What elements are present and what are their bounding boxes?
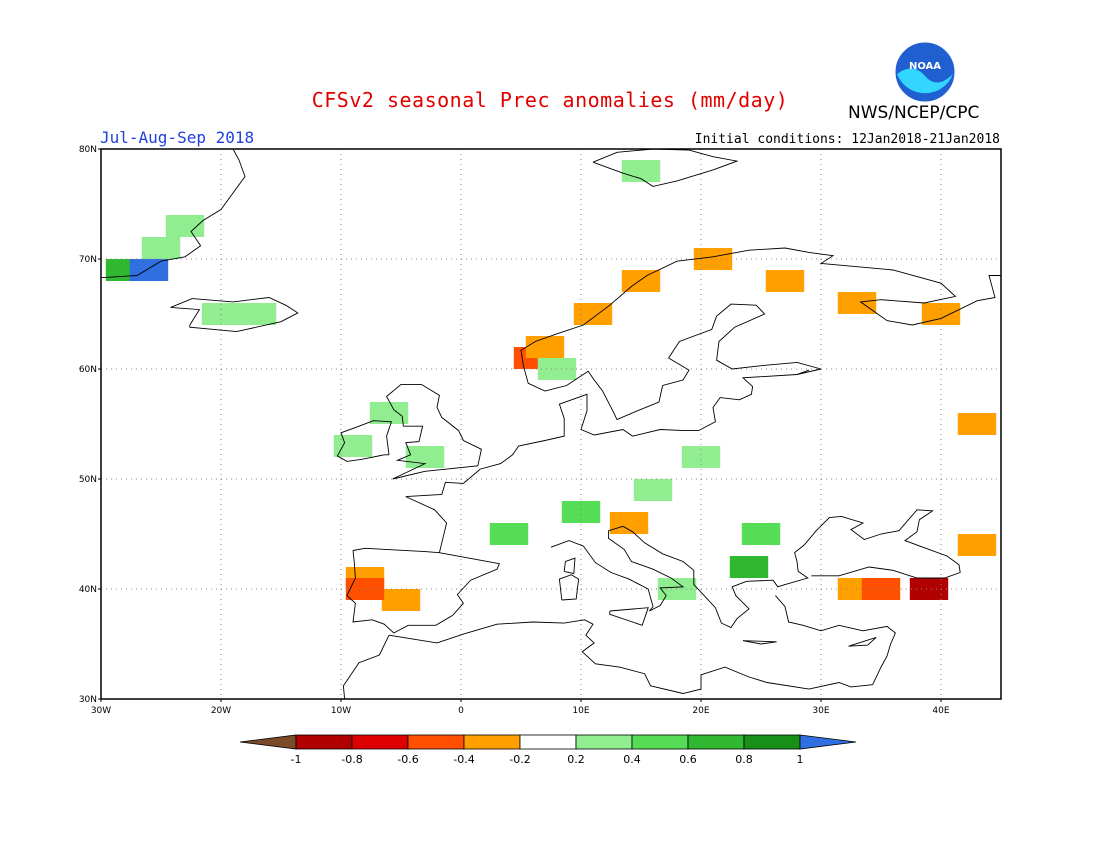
anomaly-cell [573,303,613,325]
colorbar-low-arrow [239,734,297,750]
anomaly-cell [837,292,877,314]
colorbar-swatch [687,734,745,750]
coastline [100,148,246,279]
anomaly-cell [621,160,661,182]
lon-tick-label: 40E [932,706,949,716]
coastline [170,297,299,333]
coastline [775,595,896,685]
coastline [622,509,961,629]
anomaly-cell [693,248,733,270]
coastline [609,607,649,626]
anomaly-cell [129,259,169,281]
lat-tick-label: 80N [79,145,97,155]
colorbar-label: 0.8 [735,753,753,766]
anomaly-cell [741,523,781,545]
lon-tick-label: 30E [812,706,829,716]
anomaly-cells [105,160,997,611]
coastline [848,636,877,647]
map-title: CFSv2 seasonal Prec anomalies (mm/day) [311,88,789,112]
anomaly-cell [369,402,409,424]
colorbar-swatch [631,734,689,750]
colorbar-swatch [463,734,521,750]
anomaly-cell [165,215,205,237]
colorbar-swatch [295,734,353,750]
anomaly-cell [525,336,565,358]
coastline [336,420,393,462]
anomaly-cell [237,303,277,325]
lon-tick-label: 10W [331,706,351,716]
noaa-logo-text: NOAA [909,61,941,72]
anomaly-cell [681,446,721,468]
colorbar-swatch [351,734,409,750]
coastline [796,369,810,375]
noaa-logo: NOAA [894,41,956,103]
colorbar: -1 -0.8 -0.6 -0.4 -0.2 0.2 0.4 0.6 0.8 1 [239,734,857,766]
colorbar-swatch [575,734,633,750]
anomaly-cell [609,512,649,534]
anomaly-cell [729,556,769,578]
colorbar-label: -0.4 [453,753,474,766]
coastline [563,557,576,575]
coastlines [100,148,1001,700]
anomaly-cell [561,501,601,523]
colorbar-label: -0.6 [397,753,418,766]
colorbar-label: 1 [797,753,804,766]
coastline [386,383,482,480]
lat-tick-label: 30N [79,695,97,705]
anomaly-cell [957,413,997,435]
coastline [405,247,1001,553]
anomaly-cell [333,435,373,457]
anomaly-cell [405,446,445,468]
anomaly-cell [957,534,997,556]
colorbar-high-arrow [799,734,857,750]
lat-tick-label: 50N [79,475,97,485]
colorbar-label: -0.8 [341,753,362,766]
coastline [550,525,685,612]
org-label: NWS/NCEP/CPC [848,103,980,123]
season-label: Jul-Aug-Sep 2018 [100,128,255,147]
colorbar-label: -0.2 [509,753,530,766]
map-gridlines [101,149,1001,699]
colorbar-label: -1 [291,753,302,766]
colorbar-swatch [519,734,577,750]
anomaly-cell [621,270,661,292]
lat-tick-label: 70N [79,255,97,265]
anomaly-cell [381,589,421,611]
lon-tick-label: 30W [91,706,111,716]
anomaly-cell [141,237,181,259]
initial-conditions-label: Initial conditions: 12Jan2018-21Jan2018 [694,132,1000,147]
map-frame [100,148,1002,700]
lat-tick-label: 40N [79,585,97,595]
lon-tick-label: 20W [211,706,231,716]
lon-tick-label: 0 [458,706,464,716]
anomaly-cell [909,578,949,600]
coastline [388,619,873,694]
lon-tick-label: 10E [572,706,589,716]
coastline [742,640,777,645]
coastline [342,635,390,700]
anomaly-cell [765,270,805,292]
lat-tick-label: 60N [79,365,97,375]
colorbar-label: 0.4 [623,753,641,766]
coastline [558,574,580,601]
coastline [592,148,739,187]
lon-tick-label: 20E [692,706,709,716]
colorbar-swatch [743,734,801,750]
anomaly-cell [633,479,673,501]
axis-labels: 30N 40N 50N 60N 70N 80N 30W 20W 10W 0 10E 20E 30E 40E [79,145,950,716]
anomaly-cell [345,578,385,600]
coastline [346,547,501,634]
colorbar-label: 0.6 [679,753,697,766]
colorbar-label: 0.2 [567,753,585,766]
anomaly-cell [489,523,529,545]
colorbar-swatch [407,734,465,750]
